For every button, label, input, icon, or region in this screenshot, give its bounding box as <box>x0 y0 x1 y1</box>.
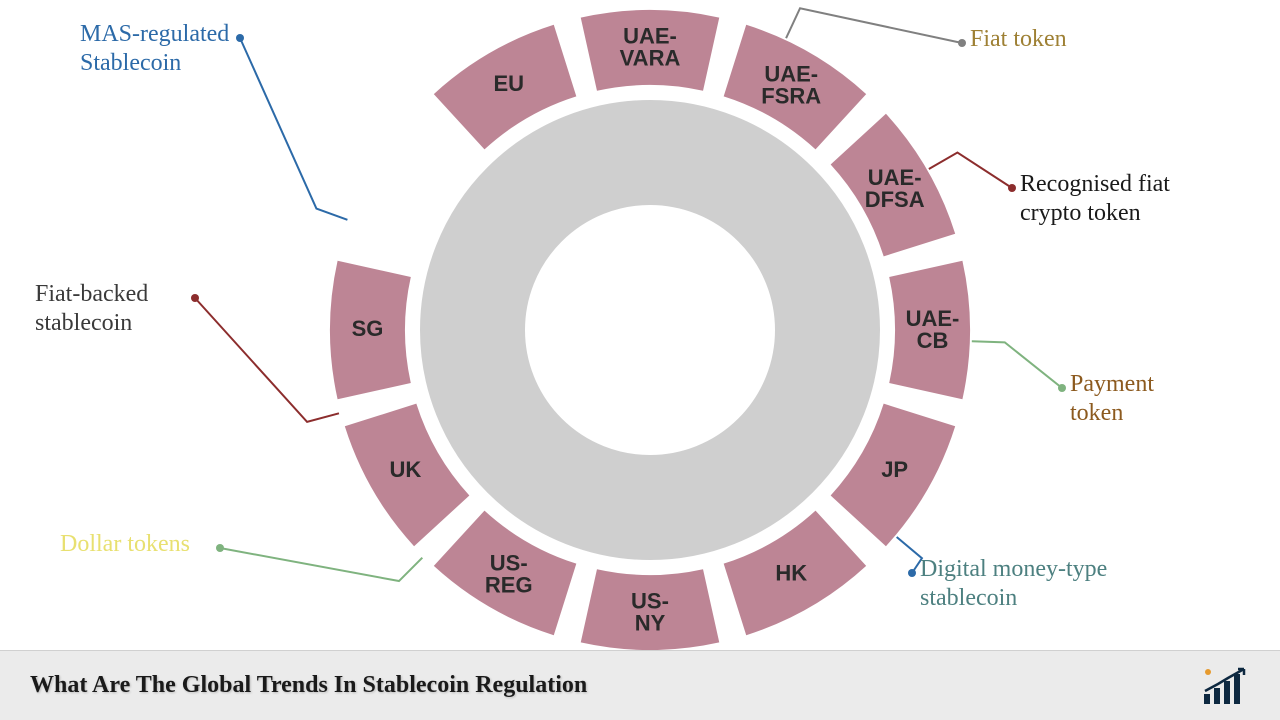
center-circle <box>530 210 770 450</box>
callout-line <box>972 341 1062 388</box>
footer-bar: What Are The Global Trends In Stablecoin… <box>0 650 1280 720</box>
segment-label: HK <box>775 560 807 585</box>
segment-label: SG <box>352 316 384 341</box>
footer-title: What Are The Global Trends In Stablecoin… <box>30 672 587 699</box>
segment-label: UAE-FSRA <box>761 61 821 108</box>
callout-dot <box>216 544 224 552</box>
callout-line <box>240 38 347 220</box>
callout-mas-regulated: MAS-regulatedStablecoin <box>80 20 229 78</box>
segment-label: UAE-DFSA <box>865 165 925 212</box>
callout-dot <box>908 569 916 577</box>
segment-label: UAE-VARA <box>620 23 681 70</box>
callout-payment-token: Paymenttoken <box>1070 370 1154 428</box>
chart-area: UAE-VARAUAE-FSRAUAE-DFSAUAE-CBJPHKUS-NYU… <box>0 0 1280 650</box>
donut-chart-svg: UAE-VARAUAE-FSRAUAE-DFSAUAE-CBJPHKUS-NYU… <box>0 0 1280 650</box>
segment-label: JP <box>881 457 908 482</box>
segment-label: US-NY <box>631 588 669 635</box>
segment-label: EU <box>493 71 524 96</box>
callout-dot <box>236 34 244 42</box>
trend-icon <box>1200 666 1250 706</box>
callout-fiat-backed: Fiat-backedstablecoin <box>35 280 148 338</box>
callout-dot <box>1058 384 1066 392</box>
callout-line <box>195 298 339 422</box>
segment-label: UK <box>389 457 421 482</box>
callout-line <box>220 548 422 581</box>
callout-dot <box>958 39 966 47</box>
callout-line <box>929 153 1012 189</box>
callout-line <box>897 537 922 573</box>
callout-dot <box>191 294 199 302</box>
callout-fiat-token: Fiat token <box>970 25 1067 54</box>
callout-recognised-fiat: Recognised fiatcrypto token <box>1020 170 1170 228</box>
callout-dollar-tokens: Dollar tokens <box>60 530 190 559</box>
segment-label: US-REG <box>485 550 533 597</box>
callout-digital-money: Digital money-typestablecoin <box>920 555 1107 613</box>
callout-line <box>786 8 962 43</box>
callout-dot <box>1008 184 1016 192</box>
